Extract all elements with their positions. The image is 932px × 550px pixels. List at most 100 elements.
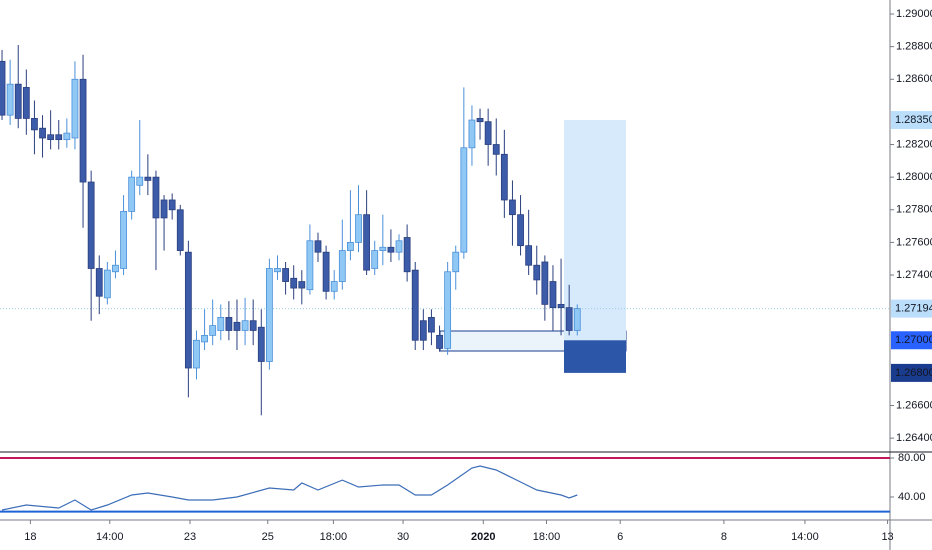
candle-body	[95, 268, 103, 297]
candle-body	[444, 271, 452, 349]
candle-body	[79, 78, 87, 183]
candle-body	[282, 268, 289, 282]
candle-body	[525, 245, 533, 266]
x-tick-label: 23	[184, 531, 196, 543]
candle-body	[395, 240, 403, 253]
x-tick-label: 2020	[471, 531, 495, 543]
candle-body	[128, 176, 136, 212]
candle-body	[120, 211, 127, 269]
candle-body	[347, 241, 354, 251]
x-tick-label: 18:00	[533, 531, 561, 543]
candle-body	[492, 144, 500, 155]
candle-body	[22, 87, 30, 119]
candle-body	[330, 281, 338, 292]
candle-body	[428, 317, 435, 333]
price-tag-label: 1.26800	[895, 367, 932, 379]
candle-body	[217, 317, 225, 331]
price-tag-label: 1.27194	[895, 303, 932, 315]
candle-body	[47, 134, 55, 141]
candle-body	[436, 334, 443, 349]
candle-body	[201, 334, 208, 343]
candle-body	[160, 199, 168, 219]
candle-body	[144, 176, 152, 181]
y-tick-label: 1.27600	[896, 236, 932, 248]
candle-body	[31, 118, 38, 131]
y-tick-label: 1.26400	[896, 432, 932, 444]
candle-body	[306, 240, 314, 291]
x-tick-label: 18:00	[320, 531, 348, 543]
candle-body	[419, 320, 427, 341]
candle-body	[476, 118, 484, 123]
y-tick-label: 1.27800	[896, 204, 932, 216]
x-tick-label: 13	[881, 531, 893, 543]
candle-body	[0, 60, 6, 116]
candle-body	[87, 181, 95, 269]
x-tick-label: 25	[262, 531, 274, 543]
candle-body	[209, 325, 217, 336]
price-tag	[891, 363, 932, 382]
x-tick-label: 6	[617, 531, 623, 543]
y-tick-label: 1.28600	[896, 73, 932, 85]
candle-body	[541, 261, 549, 305]
candle-body	[338, 250, 346, 282]
y-tick-label: 40.00	[898, 491, 926, 503]
candle-body	[176, 209, 184, 251]
price-tag	[891, 299, 932, 318]
candle-body	[290, 277, 298, 289]
candle-body	[168, 199, 176, 211]
candle-body	[6, 83, 14, 116]
candle-body	[112, 264, 119, 273]
y-tick-label: 1.28800	[896, 41, 932, 53]
candle-body	[225, 317, 233, 331]
candle-body	[298, 281, 306, 289]
y-tick-label: 1.26600	[896, 399, 932, 411]
candle-body	[509, 199, 516, 216]
candle-body	[484, 121, 492, 145]
candle-body	[257, 326, 265, 362]
candle-body	[71, 78, 79, 139]
candle-body	[371, 250, 379, 269]
y-tick-label: 1.28200	[896, 138, 932, 150]
candle-body	[241, 320, 249, 331]
indicator-line	[1, 465, 578, 511]
candle-body	[533, 264, 541, 281]
candle-body	[265, 268, 273, 362]
candle-body	[314, 240, 322, 253]
y-tick-label: 80.00	[898, 452, 926, 464]
candle-body	[573, 308, 581, 331]
candle-body	[517, 214, 524, 247]
candle-body	[379, 246, 387, 251]
price-tag	[891, 111, 932, 130]
candle-body	[500, 153, 508, 201]
candle-body	[557, 303, 565, 309]
candle-body	[363, 214, 371, 271]
position-stop	[564, 340, 626, 373]
candle-body	[136, 176, 144, 186]
x-tick-label: 14:00	[791, 531, 819, 543]
candle-body	[249, 320, 257, 331]
price-tag-label: 1.28350	[895, 114, 932, 126]
candle-body	[460, 147, 468, 253]
y-tick-label: 1.28000	[896, 171, 932, 183]
candle-body	[55, 134, 63, 141]
y-tick-label: 1.29000	[896, 8, 932, 20]
x-tick-label: 8	[721, 531, 727, 543]
price-tag-label: 1.27000	[895, 334, 932, 346]
y-tick-label: 1.27400	[896, 269, 932, 281]
x-tick-label: 30	[397, 531, 409, 543]
candle-body	[63, 132, 71, 141]
candle-body	[233, 321, 241, 331]
x-tick-label: 18	[24, 531, 36, 543]
candle-body	[452, 251, 460, 273]
candle-body	[411, 269, 419, 341]
candle-body	[184, 251, 192, 369]
candle-body	[387, 246, 395, 253]
candle-body	[193, 339, 200, 369]
candle-body	[355, 214, 362, 243]
candle-body	[103, 269, 111, 299]
candle-body	[39, 127, 46, 139]
candle-body	[322, 251, 330, 292]
x-tick-label: 14:00	[96, 531, 124, 543]
